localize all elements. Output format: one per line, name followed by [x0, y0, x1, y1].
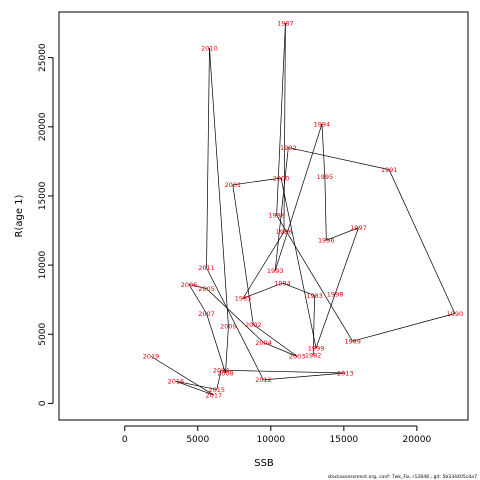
series-segment — [232, 177, 282, 186]
x-tick-label: 10000 — [256, 435, 285, 445]
y-tick-label: 5000 — [38, 323, 48, 346]
footer-note: stockassessment.org, conf: 7wk_Fix, r128… — [328, 474, 477, 480]
point-label: 2011 — [198, 264, 215, 272]
series-segment — [321, 124, 326, 177]
series-segment — [242, 282, 283, 299]
x-axis-title: SSB — [254, 458, 274, 469]
series-segment — [283, 23, 286, 232]
y-tick-label: 0 — [38, 400, 48, 406]
series-segment — [188, 284, 207, 314]
series-segment — [221, 369, 346, 374]
point-label: 2008 — [217, 369, 234, 377]
series-segment — [352, 313, 455, 342]
series-segment — [276, 23, 286, 216]
series-segment — [315, 294, 336, 349]
point-label: 2006 — [181, 281, 198, 289]
series-segment — [206, 288, 264, 343]
series-segment — [326, 227, 359, 241]
point-label: 2004 — [255, 339, 272, 347]
point-labels: 1982 1983 1984 1985 1986 1987 1988 1989 1990 1991… — [143, 19, 463, 399]
point-label: 1984 — [274, 279, 291, 287]
series-segment — [274, 147, 289, 271]
point-label: 1992 — [280, 144, 297, 152]
point-label: 1994 — [314, 120, 331, 128]
series-segment — [263, 372, 346, 381]
series-segment — [175, 380, 217, 390]
point-label: 2012 — [255, 376, 272, 384]
series-line — [150, 23, 456, 396]
x-axis: 0 5000 10000 15000 20000 — [122, 425, 432, 445]
series-segment — [206, 313, 226, 374]
series-segment — [188, 284, 207, 289]
point-label: 2010 — [201, 44, 218, 52]
series-segment — [242, 231, 285, 299]
point-label: 1986 — [276, 228, 293, 236]
series-segment — [288, 147, 390, 171]
y-axis-title: R(age 1) — [14, 194, 25, 237]
point-label: 1982 — [305, 351, 322, 359]
point-label: 2017 — [206, 391, 223, 399]
series-segment — [225, 325, 229, 373]
y-tick-label: 10000 — [38, 251, 48, 280]
series-segment — [324, 176, 327, 241]
point-label: 2016 — [168, 378, 185, 386]
point-label: 2009 — [220, 322, 237, 330]
point-label: 1990 — [447, 310, 464, 318]
point-label: 2002 — [245, 321, 262, 329]
series-segment — [280, 177, 317, 349]
y-tick-label: 20000 — [38, 112, 48, 141]
point-label: 2007 — [198, 310, 215, 318]
series-segment — [282, 282, 315, 296]
x-tick-label: 15000 — [330, 435, 359, 445]
point-label: 1999 — [308, 344, 325, 352]
point-label: 1998 — [327, 290, 344, 298]
x-tick-label: 0 — [122, 435, 128, 445]
series-segment — [216, 370, 222, 390]
point-label: 2001 — [225, 181, 242, 189]
series-segment — [334, 227, 359, 295]
point-label: 2015 — [208, 386, 225, 394]
point-label: 1988 — [268, 212, 285, 220]
point-label: 1997 — [350, 224, 367, 232]
point-label: 2005 — [198, 285, 215, 293]
point-label: 2003 — [289, 353, 306, 361]
point-label: 2014 — [213, 367, 230, 375]
series-segment — [175, 380, 214, 396]
point-label: 2019 — [143, 353, 160, 361]
x-tick-label: 20000 — [403, 435, 432, 445]
point-label: 1991 — [381, 166, 398, 174]
y-tick-label: 25000 — [38, 43, 48, 72]
point-label: 1989 — [344, 337, 361, 345]
series-segment — [209, 47, 229, 326]
point-label: 1995 — [317, 173, 334, 181]
plot-box — [58, 11, 469, 421]
series-segment — [206, 267, 264, 381]
y-axis: 0 5000 10000 15000 20000 25000 — [38, 43, 54, 406]
point-label: 1993 — [267, 267, 284, 275]
y-tick-label: 15000 — [38, 181, 48, 210]
point-label: 2000 — [273, 174, 290, 182]
series-segment — [276, 215, 353, 342]
point-label: 2013 — [337, 369, 354, 377]
series-segment — [312, 295, 315, 356]
point-label: 1983 — [306, 292, 323, 300]
series-segment — [263, 342, 298, 357]
series-segment — [274, 123, 323, 271]
point-label: 1985 — [235, 295, 252, 303]
series-segment — [388, 169, 456, 314]
series-segment — [206, 47, 210, 268]
series-segment — [150, 356, 215, 396]
x-tick-label: 5000 — [186, 435, 209, 445]
point-label: 1987 — [277, 19, 294, 27]
series-segment — [232, 184, 254, 325]
series-segment — [253, 324, 298, 357]
point-label: 1996 — [318, 237, 335, 245]
